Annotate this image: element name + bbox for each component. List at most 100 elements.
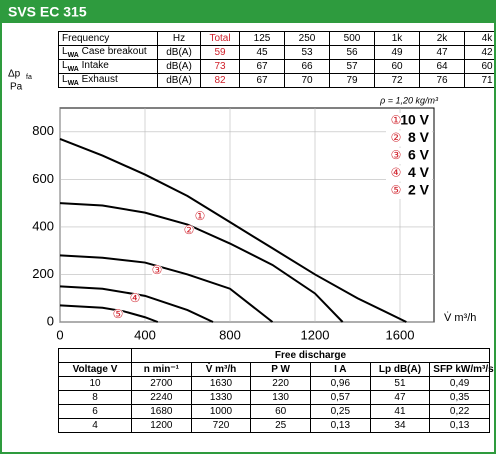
cell: 0,13 <box>309 418 371 433</box>
curve-label-bg <box>151 265 163 277</box>
cell: 60 <box>250 404 311 419</box>
symbol: L <box>62 74 68 85</box>
unit: dB(A) <box>157 59 201 74</box>
legend-label: 4 V <box>408 164 430 180</box>
y-tick-label: 600 <box>32 171 54 186</box>
row-label: LWA Intake <box>58 59 158 74</box>
cell: 79 <box>329 73 375 88</box>
cell: 67 <box>239 73 285 88</box>
header-bar <box>2 2 494 23</box>
cell: 47 <box>369 390 431 405</box>
column-header: 125 <box>239 31 285 46</box>
symbol: L <box>62 46 68 57</box>
column-header: Total <box>200 31 240 46</box>
row-label: LWA Exhaust <box>58 73 158 88</box>
legend-bg <box>386 130 432 147</box>
curve-label: ① <box>195 209 206 223</box>
curve-label-bg <box>129 293 141 305</box>
cell: 8 <box>58 390 132 405</box>
cell: 76 <box>419 73 465 88</box>
cell: 0,22 <box>429 404 490 419</box>
cell: 1680 <box>131 404 192 419</box>
symbol-sub: WA <box>67 66 79 73</box>
cell: 0,35 <box>429 390 490 405</box>
x-tick-label: 800 <box>219 327 241 342</box>
curve <box>59 285 214 323</box>
y-label: Δp <box>8 69 21 80</box>
legend-marker: ① <box>391 113 402 127</box>
curve-label: ⑤ <box>113 307 124 321</box>
curve-label-bg <box>194 211 206 223</box>
legend-label: 6 V <box>408 147 430 163</box>
symbol-sub: WA <box>67 52 79 59</box>
column-header: P W <box>250 362 311 377</box>
y-tick-label: 0 <box>47 313 54 328</box>
group-row: Free discharge <box>58 348 490 363</box>
cell: 60 <box>374 59 420 74</box>
table-row: 8 2240 1330 130 0,57 47 0,35 <box>58 390 490 405</box>
row-name: Exhaust <box>81 74 118 85</box>
column-header: I A <box>309 362 371 377</box>
legend-marker: ② <box>391 131 402 145</box>
cell: 42 <box>464 45 494 60</box>
cell: 130 <box>250 390 311 405</box>
table-row: 10 2700 1630 220 0,96 51 0,49 <box>58 376 490 391</box>
header-row: FrequencyHzTotal1252505001k2k4k8k <box>58 31 494 46</box>
legend-label: 8 V <box>408 129 430 145</box>
cell: 66 <box>284 59 330 74</box>
curve-label-bg <box>112 309 124 321</box>
cell: 60 <box>464 59 494 74</box>
y-tick-label: 200 <box>32 266 54 281</box>
curve-label: ② <box>184 223 195 237</box>
legend-marker: ③ <box>391 148 402 162</box>
column-header: Lp dB(A) <box>369 362 431 377</box>
cell: 720 <box>190 418 252 433</box>
legend-bg <box>386 148 432 164</box>
note: ρ = 1,20 kg/m³ <box>379 95 439 105</box>
cell: 45 <box>239 45 285 60</box>
group-header: Free discharge <box>131 348 490 363</box>
symbol: L <box>62 60 68 71</box>
cell: 49 <box>374 45 420 60</box>
cell: 41 <box>369 404 431 419</box>
cell: 4 <box>58 418 132 433</box>
curve-label: ④ <box>130 291 141 305</box>
cell: 70 <box>284 73 330 88</box>
x-tick-label: 0 <box>56 327 63 342</box>
column-header: SFP kW/m³/s <box>429 362 494 377</box>
column-header: Voltage V <box>58 362 132 377</box>
unit: dB(A) <box>157 45 201 60</box>
cell: 220 <box>250 376 311 391</box>
cell: 57 <box>329 59 375 74</box>
curve <box>59 304 159 323</box>
cell: 6 <box>58 404 132 419</box>
x-tick-label: 400 <box>134 327 156 342</box>
cell: 56 <box>329 45 375 60</box>
row-label: LWA Case breakout <box>58 45 158 60</box>
cell: 10 <box>58 376 132 391</box>
cell: 71 <box>464 73 494 88</box>
header-title: SVS EC 315 <box>8 4 87 20</box>
cell: 64 <box>419 59 465 74</box>
column-header: 4k <box>464 31 494 46</box>
cell: 34 <box>369 418 431 433</box>
y-unit: Pa <box>10 82 23 93</box>
x-label: V̇ m³/h <box>444 311 476 324</box>
legend-label: 2 V <box>408 182 430 198</box>
curve-label-bg <box>183 225 195 237</box>
cell: 82 <box>200 73 240 88</box>
table-row: 6 1680 1000 60 0,25 41 0,22 <box>58 404 490 419</box>
legend-marker: ④ <box>391 166 402 180</box>
cell: 0,25 <box>309 404 371 419</box>
cell: 1200 <box>131 418 192 433</box>
cell: 51 <box>369 376 431 391</box>
legend-bg <box>386 113 432 129</box>
cell: 0,13 <box>429 418 490 433</box>
cell: 59 <box>200 45 240 60</box>
